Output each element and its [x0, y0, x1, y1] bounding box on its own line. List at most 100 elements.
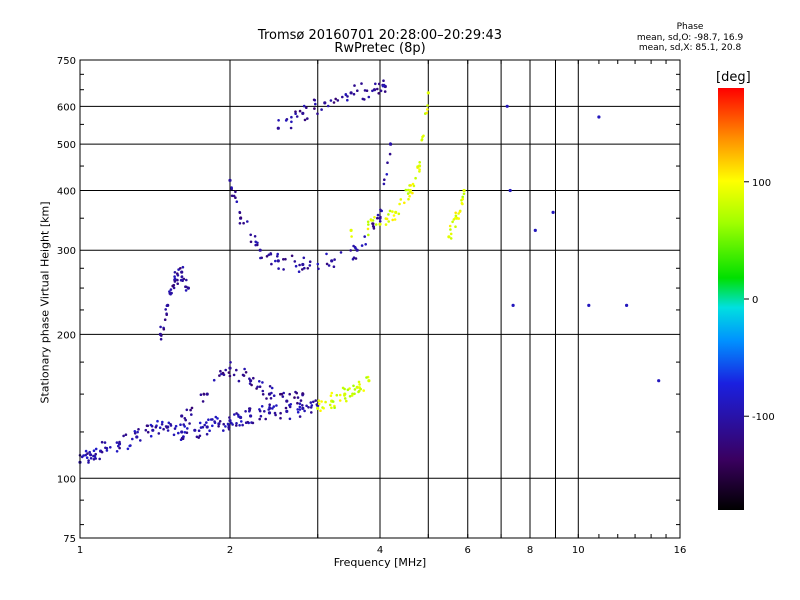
data-point: [320, 108, 323, 111]
data-point: [383, 178, 386, 181]
data-point: [282, 391, 286, 395]
data-point: [288, 417, 292, 421]
data-point: [122, 434, 125, 438]
data-point: [190, 406, 194, 410]
data-point: [359, 387, 363, 391]
data-point: [302, 256, 306, 260]
data-point: [272, 405, 276, 408]
data-point: [391, 218, 395, 222]
data-point: [190, 413, 193, 416]
data-point: [217, 422, 221, 426]
data-point: [205, 425, 209, 429]
data-point: [168, 292, 172, 295]
data-point: [366, 227, 370, 231]
data-point: [303, 118, 307, 122]
data-point: [133, 432, 137, 435]
data-point: [362, 389, 366, 392]
y-tick-label: 500: [57, 140, 76, 151]
data-point: [84, 449, 88, 453]
y-tick-label: 100: [57, 474, 76, 485]
data-point: [379, 215, 382, 219]
data-point: [213, 420, 216, 423]
data-point: [284, 406, 288, 410]
data-point: [461, 197, 465, 201]
data-point: [327, 264, 331, 267]
data-point: [364, 243, 368, 246]
data-point: [235, 424, 238, 427]
data-point: [188, 422, 191, 425]
colorbar: [718, 88, 744, 510]
data-point: [328, 403, 332, 407]
data-point: [173, 280, 177, 283]
data-point: [88, 450, 91, 454]
data-point: [377, 92, 381, 95]
data-point: [222, 429, 225, 432]
data-point: [263, 410, 266, 413]
data-point: [385, 217, 389, 221]
data-point: [333, 258, 336, 261]
grid-lines: [79, 59, 681, 539]
data-point: [344, 93, 348, 96]
data-point: [98, 457, 101, 461]
data-point: [267, 411, 272, 415]
data-point: [249, 233, 252, 237]
data-point: [350, 235, 353, 238]
data-point: [100, 450, 104, 454]
data-point: [270, 386, 274, 390]
data-point: [296, 396, 300, 399]
data-point: [279, 416, 282, 420]
data-point: [160, 334, 163, 337]
data-point: [199, 393, 203, 397]
data-point: [274, 259, 277, 263]
data-point: [189, 408, 192, 412]
x-tick-label: 8: [527, 545, 533, 556]
data-point: [315, 403, 319, 406]
data-point: [144, 428, 148, 432]
data-point: [551, 210, 555, 214]
data-point: [343, 387, 346, 391]
data-point: [162, 327, 166, 331]
colorbar-tick-label: -100: [752, 412, 775, 423]
axes: 1 2 4 6 8 10 16 75 100 200 300 400 500 600 750: [57, 56, 686, 556]
data-point: [276, 254, 279, 258]
data-point: [348, 395, 352, 398]
data-point: [298, 405, 302, 409]
data-point: [391, 210, 394, 213]
chart-title: Tromsø 20160701 20:28:00–20:29:43: [257, 28, 503, 43]
data-point: [298, 109, 302, 113]
data-point: [320, 400, 323, 403]
data-point: [307, 406, 310, 409]
data-point: [181, 278, 184, 282]
data-point: [268, 403, 272, 407]
data-point: [426, 108, 429, 111]
data-point: [322, 406, 325, 410]
data-point: [211, 418, 214, 421]
data-point: [346, 388, 350, 392]
data-point: [406, 188, 410, 192]
data-point: [378, 222, 382, 226]
data-point: [166, 429, 170, 432]
data-point: [357, 390, 360, 394]
data-point: [462, 188, 466, 193]
data-point: [314, 399, 318, 402]
data-point: [387, 220, 391, 223]
data-point: [157, 432, 161, 435]
data-point: [279, 411, 282, 415]
data-point: [197, 429, 201, 433]
data-point: [388, 152, 392, 156]
data-point: [181, 265, 185, 269]
data-point: [392, 214, 396, 217]
data-point: [235, 422, 238, 425]
data-point: [448, 224, 452, 228]
data-point: [360, 244, 364, 247]
data-point: [314, 102, 317, 106]
data-point: [285, 399, 289, 403]
data-point: [345, 399, 348, 403]
data-point: [117, 442, 122, 446]
data-point: [294, 264, 298, 268]
data-point: [179, 423, 182, 427]
data-point: [511, 303, 515, 307]
data-point: [198, 434, 202, 438]
data-point: [316, 406, 320, 410]
data-point: [258, 385, 262, 389]
